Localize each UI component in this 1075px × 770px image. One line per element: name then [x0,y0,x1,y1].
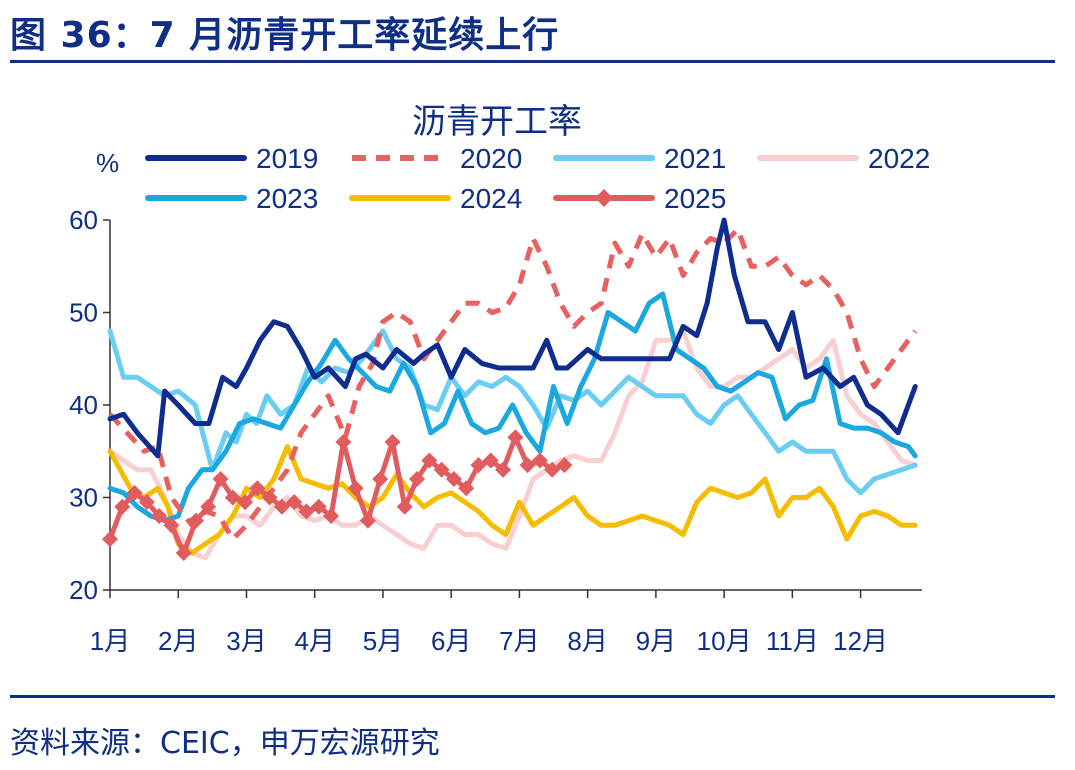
point-2025 [151,508,168,524]
point-2025 [286,494,303,511]
point-2025 [470,457,487,474]
point-2025 [249,480,266,497]
point-2025 [323,508,340,524]
x-tick-label: 1月 [90,626,130,656]
series-line-2020 [108,226,918,542]
y-tick-label: 20 [69,575,98,605]
point-2025 [409,471,426,487]
x-tick-label: 9月 [636,626,676,656]
point-2025 [347,480,364,497]
point-2025 [445,471,462,487]
point-2025 [261,489,278,506]
legend-label-2024: 2024 [460,183,522,214]
legend-label-2025: 2025 [664,183,726,214]
point-2025 [175,545,192,561]
bottom-rule [10,695,1055,698]
series-line-2025 [107,434,567,556]
legend: 2019 2020 2021 2022 2023 2024 2025 [145,143,930,214]
point-2025 [310,498,327,515]
point-2025 [187,512,204,529]
y-tick-label: 30 [69,483,98,513]
point-2025 [114,498,131,515]
point-2025 [384,434,401,450]
point-2025 [544,461,561,478]
point-2025 [556,457,573,474]
legend-label-2020: 2020 [460,143,522,174]
point-2025 [519,457,536,474]
point-2025 [396,498,413,515]
point-2025 [458,480,475,497]
x-axis: 1月 2月 3月 4月 5月 6月 7月 8月 9月 10月 11月 12月 [90,589,922,656]
point-2025 [212,471,229,487]
point-2025 [138,494,155,511]
point-2025 [237,494,254,511]
series-line-2022 [107,328,918,561]
series-line-2023 [107,291,918,524]
point-2025 [421,452,438,469]
legend-label-2022: 2022 [868,143,930,174]
chart: 沥青开工率 % 2019 2020 2021 2022 2023 2024 2025 20 3… [69,103,930,656]
legend-label-2021: 2021 [664,143,726,174]
chart-title: 沥青开工率 [412,103,582,141]
source-note: 资料来源：CEIC，申万宏源研究 [10,726,440,761]
point-2025 [482,452,499,469]
point-2025 [335,434,352,450]
y-tick-label: 50 [69,298,98,328]
series-line-2021 [107,328,918,496]
x-tick-label: 5月 [363,626,403,656]
point-2025 [531,452,548,469]
point-2025 [126,484,143,501]
x-tick-label: 11月 [766,626,819,656]
point-2025 [433,461,450,478]
point-2025 [372,471,389,487]
x-tick-label: 8月 [567,626,607,656]
x-tick-label: 4月 [294,626,334,656]
legend-marker-2025 [595,189,613,207]
x-tick-label: 12月 [833,626,888,656]
series-line-2024 [107,444,918,556]
y-tick-label: 60 [69,205,98,235]
legend-label-2023: 2023 [256,183,318,214]
x-tick-label: 2月 [158,626,198,656]
legend-label-2019: 2019 [256,143,318,174]
top-rule [10,60,1055,63]
point-2025 [298,503,315,520]
point-2025 [359,512,376,529]
x-tick-label: 3月 [226,626,266,656]
y-axis-unit: % [96,148,119,178]
plot-area [102,217,918,561]
y-axis: 20 30 40 50 60 [69,205,111,605]
point-2025 [273,498,290,515]
series-line-2019 [107,217,918,459]
point-2025 [163,517,180,534]
y-tick-label: 40 [69,390,98,420]
x-tick-label: 10月 [697,626,752,656]
point-2025 [200,498,217,515]
point-2025 [224,489,241,506]
figure-title: 图 36：7 月沥青开工率延续上行 [10,15,560,56]
point-2025 [495,461,512,478]
point-2025 [507,429,524,446]
x-tick-label: 6月 [431,626,471,656]
x-tick-label: 7月 [499,626,539,656]
point-2025 [102,531,118,548]
